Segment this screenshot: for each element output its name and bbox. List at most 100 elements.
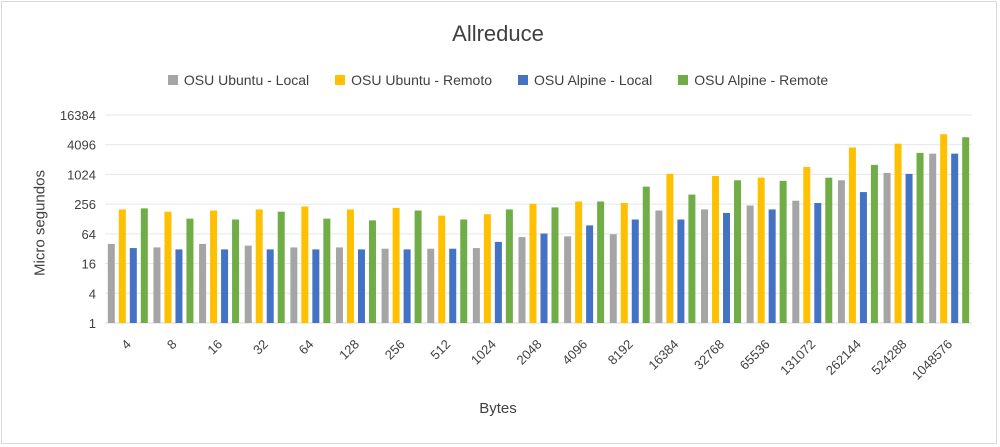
bar: [803, 166, 811, 323]
x-tick-label: 64: [296, 337, 317, 358]
x-tick-label: 32: [250, 337, 271, 358]
x-tick-label: 2048: [514, 337, 545, 368]
bar: [779, 180, 787, 323]
bar: [701, 209, 709, 323]
bar: [540, 233, 548, 323]
bar: [414, 210, 422, 323]
bar: [403, 249, 411, 323]
bar: [255, 209, 263, 323]
bar: [712, 176, 720, 323]
bar: [290, 247, 298, 323]
bar: [677, 219, 685, 323]
bar: [814, 203, 822, 323]
y-tick-label: 16: [82, 257, 96, 272]
bar: [368, 220, 376, 323]
x-tick-label: 256: [382, 337, 408, 363]
legend-item-series-2: OSU Ubuntu - Remoto: [335, 70, 492, 90]
legend-swatch-series-1: [167, 75, 178, 85]
bar: [210, 210, 218, 323]
legend: OSU Ubuntu - Local OSU Ubuntu - Remoto O…: [0, 70, 996, 90]
bar: [551, 207, 559, 323]
bar: [494, 241, 502, 323]
y-tick-label: 16384: [60, 108, 96, 123]
x-tick-label: 4: [118, 337, 134, 353]
bar: [757, 177, 765, 323]
bar: [792, 200, 800, 323]
bar: [346, 209, 354, 323]
bar: [586, 225, 594, 323]
bar: [449, 248, 457, 323]
bar: [244, 245, 252, 323]
bar: [505, 209, 513, 323]
legend-item-series-4: OSU Alpine - Remote: [678, 70, 828, 90]
bar: [140, 208, 148, 323]
bar: [859, 192, 867, 323]
bar: [723, 212, 731, 323]
bar: [381, 248, 389, 323]
bar: [575, 201, 583, 323]
x-tick-label: 16: [204, 337, 225, 358]
bar: [335, 247, 343, 323]
bar: [870, 164, 878, 323]
bar: [746, 205, 754, 323]
bar: [734, 180, 742, 323]
bar: [518, 237, 526, 323]
bar: [655, 210, 663, 323]
bar: [427, 248, 435, 323]
bar: [631, 219, 639, 323]
x-tick-label: 131072: [777, 337, 818, 378]
x-tick-label: 8192: [605, 337, 636, 368]
bar: [186, 218, 194, 323]
bar: [597, 201, 605, 323]
legend-swatch-series-3: [518, 75, 528, 85]
bar: [438, 215, 446, 323]
bar: [199, 243, 207, 323]
bar: [940, 134, 948, 323]
bar: [312, 249, 320, 323]
x-axis-label: Bytes: [479, 400, 517, 417]
bar: [666, 173, 674, 323]
y-tick-label: 64: [82, 227, 96, 242]
legend-label-series-1: OSU Ubuntu - Local: [183, 72, 310, 88]
bar: [894, 143, 902, 323]
bar: [916, 152, 924, 323]
bar: [107, 243, 115, 323]
legend-swatch-series-2: [335, 75, 346, 85]
x-tick-label: 1024: [468, 337, 499, 368]
y-tick-label: 1: [89, 316, 96, 331]
x-tick-label: 524288: [868, 337, 909, 378]
y-tick-label: 4096: [67, 138, 96, 153]
x-tick-label: 32768: [691, 337, 727, 373]
legend-swatch-series-4: [678, 75, 689, 85]
x-tick-label: 4096: [559, 337, 590, 368]
bar: [825, 177, 833, 323]
bar: [460, 219, 468, 323]
bar: [951, 153, 959, 323]
legend-label-series-2: OSU Ubuntu - Remoto: [351, 72, 492, 88]
x-tick-label: 65536: [737, 337, 773, 373]
bar: [175, 249, 183, 323]
bar: [564, 236, 572, 323]
bar: [277, 211, 285, 323]
bar: [642, 186, 650, 323]
x-tick-label: 512: [427, 337, 453, 363]
bar: [837, 180, 845, 323]
bar: [609, 234, 617, 323]
x-tick-label: 262144: [823, 337, 864, 378]
legend-label-series-4: OSU Alpine - Remote: [694, 72, 829, 88]
bar: [357, 249, 365, 323]
bar: [929, 153, 937, 323]
bar: [848, 147, 856, 323]
bar: [529, 203, 537, 323]
bar: [232, 219, 240, 323]
x-tick-label: 1048576: [909, 337, 955, 383]
x-tick-label: 8: [164, 337, 180, 353]
chart-title: Allreduce: [452, 21, 544, 46]
bar: [483, 214, 491, 323]
legend-label-series-3: OSU Alpine - Local: [534, 72, 653, 88]
bar: [323, 218, 331, 323]
y-tick-label: 256: [74, 197, 96, 212]
bar: [883, 172, 891, 323]
bar: [905, 173, 913, 323]
